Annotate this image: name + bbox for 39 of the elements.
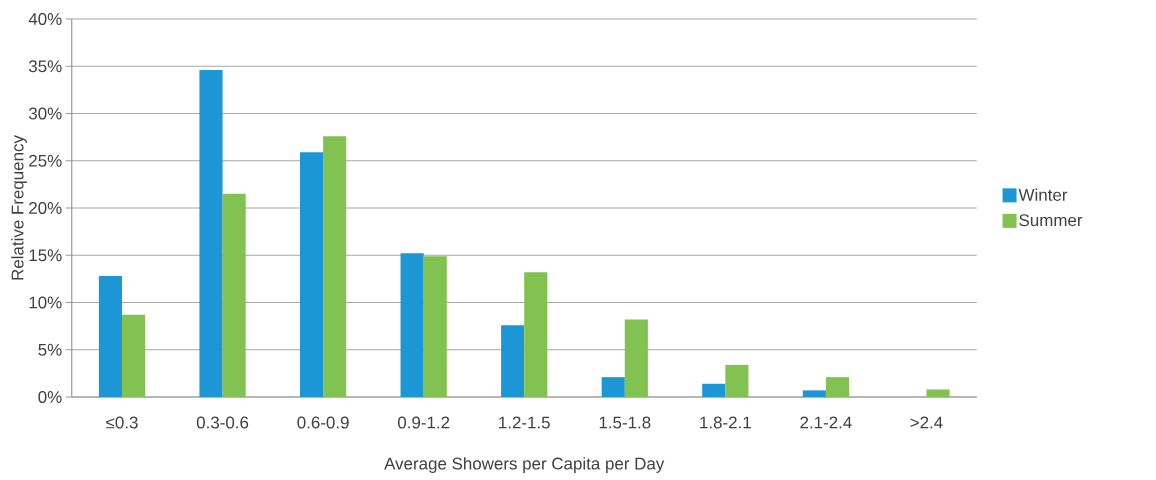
y-tick-label: 25% <box>29 154 62 167</box>
bar <box>601 377 625 397</box>
bar <box>926 389 950 397</box>
y-tick-label: 30% <box>28 107 62 120</box>
x-tick-label: 1.2-1.5 <box>499 416 550 429</box>
y-tick-label: 20% <box>29 202 62 214</box>
y-tick-label: 10% <box>29 296 62 309</box>
legend-label: Winter <box>1018 188 1068 201</box>
y-axis-title: Relative Frequency <box>11 135 27 280</box>
bar <box>524 272 548 397</box>
bar <box>501 325 525 397</box>
legend-label: Summer <box>1019 214 1083 227</box>
bar <box>725 364 749 397</box>
x-tick-label: 2.1-2.4 <box>800 416 852 429</box>
x-tick-label: 0.9-1.2 <box>397 416 450 429</box>
bar <box>825 377 850 397</box>
bar <box>423 256 447 397</box>
bar <box>98 276 123 397</box>
bar <box>299 152 324 397</box>
x-tick-label: 1.8-2.1 <box>700 416 751 429</box>
x-tick-label: 0.3-0.6 <box>196 416 249 429</box>
x-tick-label: 1.5-1.8 <box>599 416 651 429</box>
x-axis-title: Average Showers per Capita per Day <box>384 457 665 473</box>
x-tick-label: 0.6-0.9 <box>297 416 349 429</box>
y-tick-label: 40% <box>28 13 62 25</box>
bar <box>199 70 223 397</box>
bar <box>624 319 648 397</box>
y-tick-label: 5% <box>38 343 62 356</box>
x-tick-label: ≤0.3 <box>106 416 138 429</box>
bar <box>323 136 347 397</box>
bar <box>122 314 146 397</box>
bar <box>400 253 424 397</box>
y-tick-label: 15% <box>29 249 62 262</box>
bar <box>802 390 826 397</box>
x-tick-label: >2.4 <box>910 416 943 429</box>
y-tick-label: 35% <box>28 60 62 73</box>
bar <box>702 383 726 397</box>
bar <box>222 193 246 397</box>
y-tick-label: 0% <box>38 391 62 403</box>
